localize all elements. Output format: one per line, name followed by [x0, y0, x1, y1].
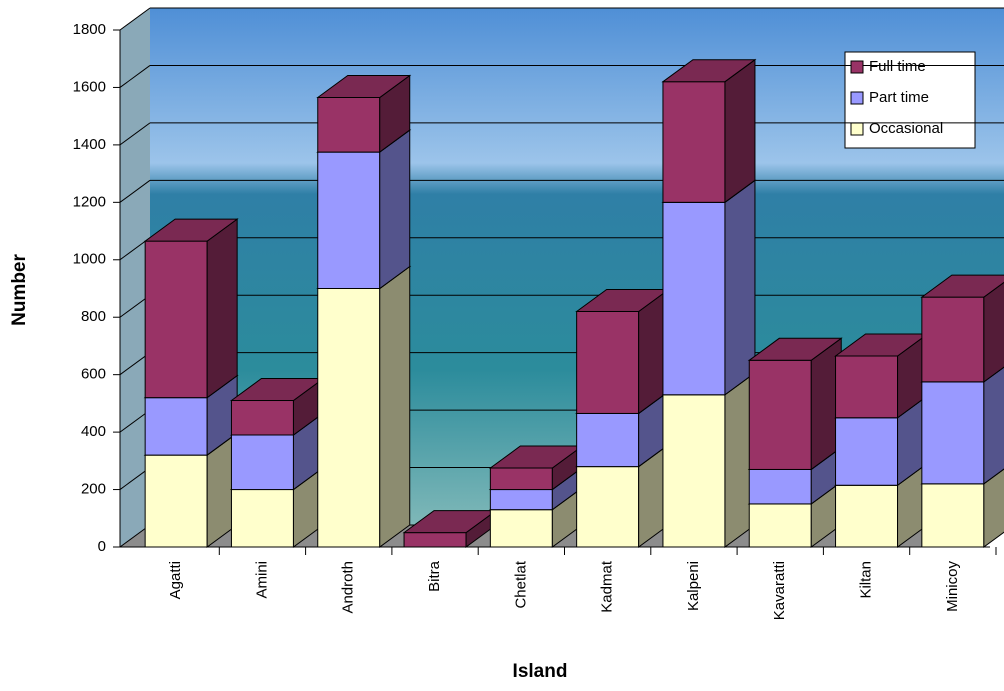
bar-segment [835, 484, 899, 548]
bar-segment [921, 296, 985, 383]
y-tick-label: 200 [81, 481, 106, 498]
bar-segment [748, 503, 812, 548]
x-tick-label: Kadmat [599, 560, 616, 613]
legend-label: Full time [869, 58, 926, 75]
legend [844, 51, 976, 149]
grid-line [119, 122, 151, 146]
x-tick-label: Chetlat [512, 560, 529, 608]
bar-segment [230, 434, 294, 491]
bar-segment [921, 381, 985, 485]
y-tick-label: 600 [81, 366, 106, 383]
bar-segment [144, 454, 208, 548]
x-tick-label: Agatti [167, 561, 184, 599]
x-axis-title: Island [513, 661, 568, 682]
bar-segment [576, 310, 640, 414]
bar-top [316, 74, 412, 98]
y-tick-label: 1200 [73, 193, 106, 210]
y-tick-label: 1600 [73, 78, 106, 95]
bar-segment [230, 400, 294, 436]
bar-segment [144, 397, 208, 456]
bar-top [747, 337, 843, 361]
legend-swatch [850, 122, 864, 136]
bar-segment [489, 509, 553, 548]
x-tick-label: Bitra [426, 560, 443, 592]
bar-segment [576, 412, 640, 468]
bar-side [379, 265, 411, 548]
bar-side [379, 129, 411, 290]
y-tick-label: 800 [81, 308, 106, 325]
bar-top [143, 218, 239, 242]
y-axis-title: Number [9, 254, 30, 326]
bar-segment [576, 466, 640, 548]
x-tick-label: Minicoy [944, 561, 961, 612]
bar-segment [748, 359, 812, 470]
bar-segment [144, 240, 208, 399]
grid-line [119, 7, 151, 31]
legend-swatch [850, 91, 864, 105]
bar-segment [835, 417, 899, 486]
grid-line [119, 65, 151, 88]
legend-swatch [850, 60, 864, 74]
bar-segment [489, 467, 553, 491]
bar-segment [317, 96, 381, 153]
bar-segment [835, 355, 899, 419]
legend-label: Occasional [869, 120, 943, 137]
y-tick-label: 400 [81, 423, 106, 440]
x-tick-label: Kiltan [858, 561, 875, 599]
bar-segment [662, 201, 726, 396]
bar-top [661, 59, 757, 83]
legend-label: Part time [869, 89, 929, 106]
x-tick-label: Amini [253, 561, 270, 599]
side-wall [120, 8, 150, 547]
y-tick-label: 1400 [73, 136, 106, 153]
bar-segment [317, 151, 381, 289]
bar-segment [662, 394, 726, 548]
bar-segment [662, 81, 726, 203]
bar-segment [489, 489, 553, 511]
x-tick-label: Kavaratti [771, 561, 788, 620]
bar-top [920, 274, 1004, 298]
grid-line [119, 179, 151, 203]
x-tick-label: Androth [340, 561, 357, 614]
bar-segment [317, 288, 381, 548]
bar-side [724, 58, 756, 204]
bar-segment [403, 532, 467, 548]
bar-segment [230, 489, 294, 548]
bar-side [206, 218, 238, 399]
bar-segment [748, 468, 812, 505]
y-tick-label: 1800 [73, 21, 106, 38]
bar-segment [921, 483, 985, 548]
x-tick-label: Kalpeni [685, 561, 702, 611]
y-tick-label: 0 [98, 538, 106, 555]
y-tick-label: 1000 [73, 251, 106, 268]
